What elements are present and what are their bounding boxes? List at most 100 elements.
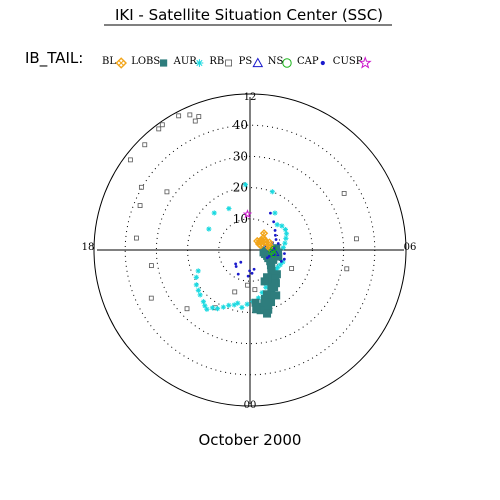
lobs-point xyxy=(260,246,269,255)
cap-point xyxy=(276,242,280,245)
cap-point xyxy=(273,229,277,232)
cap-point xyxy=(234,262,238,266)
rb-point xyxy=(156,126,162,132)
legend-marker-rb xyxy=(225,59,233,67)
mlt-tick-label: 18 xyxy=(82,242,95,253)
legend-label-ps: PS xyxy=(239,56,253,67)
lobs-point xyxy=(251,298,260,307)
rb-point xyxy=(354,236,359,242)
aur-point xyxy=(226,205,232,212)
rb-point xyxy=(127,157,133,163)
mlt-tick-labels: 12 18 06 00 xyxy=(82,92,417,411)
rb-point xyxy=(341,191,347,196)
cap-point xyxy=(283,252,286,256)
legend-marker-aur xyxy=(195,59,204,67)
rb-point xyxy=(134,235,139,241)
data-marks xyxy=(127,112,359,318)
rb-point xyxy=(159,122,165,128)
lobs-point xyxy=(263,309,272,318)
aur-point xyxy=(242,182,249,188)
legend-marker-lobs xyxy=(160,59,168,67)
cap-point xyxy=(265,256,269,260)
aur-point xyxy=(269,189,275,195)
aur-point xyxy=(204,306,210,312)
chart-title: IKI - Satellite Situation Center (SSC) xyxy=(115,6,383,24)
rb-point xyxy=(176,113,182,119)
bl-point xyxy=(256,240,266,250)
rb-point xyxy=(184,306,190,312)
legend-label-aur: AUR xyxy=(173,56,198,67)
radius-tick-label: 20 xyxy=(233,181,248,195)
lobs-point xyxy=(274,252,283,261)
legend-label-cusp: CUSP xyxy=(333,56,363,67)
aur-point xyxy=(202,303,208,309)
aur-point xyxy=(193,274,199,280)
rb-point xyxy=(192,118,198,124)
cap-point xyxy=(234,265,238,268)
legend: BL LOBS AUR RB PS NS CAP CUSP xyxy=(102,56,372,69)
aur-point xyxy=(244,301,250,307)
aur-point xyxy=(275,264,281,270)
lobs-point xyxy=(267,298,276,307)
cap-point xyxy=(236,272,240,276)
cap-point xyxy=(282,257,286,261)
cap-point xyxy=(273,233,277,237)
outer-boundary-circle xyxy=(93,93,407,407)
legend-marker-cap xyxy=(320,60,325,66)
rb-point xyxy=(196,114,202,119)
rb-point xyxy=(164,189,170,195)
rb-point xyxy=(232,289,238,295)
cusp-point xyxy=(242,209,253,219)
aur-point xyxy=(280,245,286,251)
legend-label-bl: BL xyxy=(102,56,116,67)
radius-tick-label: 10 xyxy=(233,212,248,226)
period-label: October 2000 xyxy=(199,431,302,449)
mlt-tick-label: 12 xyxy=(244,92,257,103)
rb-point xyxy=(142,142,148,148)
aur-point xyxy=(200,299,207,305)
aur-point xyxy=(279,223,285,229)
lobs-point xyxy=(260,294,269,303)
series-ns xyxy=(268,245,277,258)
cap-point xyxy=(267,254,271,258)
legend-marker-ps xyxy=(252,57,264,68)
rb-point xyxy=(187,112,193,118)
aur-point xyxy=(197,292,203,298)
cap-point xyxy=(279,260,283,263)
lobs-point xyxy=(272,270,281,279)
radius-tick-label: 30 xyxy=(233,149,248,163)
aur-point xyxy=(220,304,226,310)
aur-point xyxy=(235,300,241,306)
rb-point xyxy=(137,203,143,208)
rb-point xyxy=(252,287,258,293)
aur-point xyxy=(195,268,201,274)
rb-point xyxy=(245,282,250,288)
legend-label-lobs: LOBS xyxy=(131,56,160,67)
radius-tick-label: 40 xyxy=(233,118,248,132)
legend-label-ns: NS xyxy=(268,56,284,67)
legend-marker-ns xyxy=(282,58,292,68)
legend-label-rb: RB xyxy=(209,56,224,67)
aur-point xyxy=(195,287,201,293)
rb-point xyxy=(344,266,350,272)
bl-point xyxy=(259,229,269,238)
aur-point xyxy=(214,306,221,312)
radius-tick-labels: 10 20 30 40 xyxy=(233,118,248,226)
aur-point xyxy=(209,305,216,311)
series-rb xyxy=(127,112,359,312)
aur-point xyxy=(272,210,278,216)
lobs-point xyxy=(272,291,281,300)
aur-point xyxy=(283,235,289,241)
series-cusp xyxy=(242,209,253,219)
lobs-point xyxy=(256,306,265,315)
bl-point xyxy=(253,236,262,246)
lobs-point xyxy=(271,274,280,283)
cap-point xyxy=(246,274,250,278)
mlt-tick-label: 00 xyxy=(244,400,257,411)
legend-label-cap: CAP xyxy=(297,56,319,67)
aur-point xyxy=(193,282,199,288)
ns-point xyxy=(270,250,277,258)
aur-point xyxy=(282,240,288,246)
lobs-point xyxy=(269,255,278,264)
lobs-point xyxy=(273,248,282,257)
